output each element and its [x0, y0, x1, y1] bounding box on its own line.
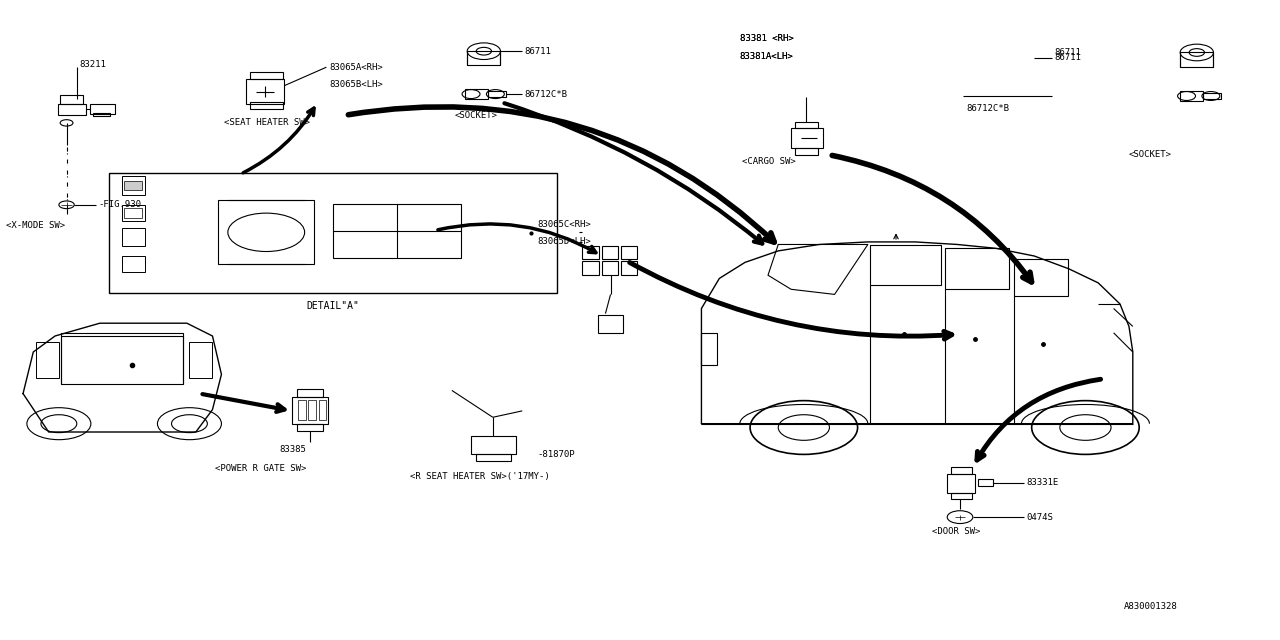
Text: <X-MODE SW>: <X-MODE SW> [6, 221, 65, 230]
Text: <R SEAT HEATER SW>('17MY-): <R SEAT HEATER SW>('17MY-) [410, 472, 549, 481]
Bar [951, 493, 972, 499]
Bar [333, 204, 461, 258]
Bar [1203, 93, 1221, 99]
Bar [292, 397, 328, 424]
FancyArrowPatch shape [832, 156, 1032, 282]
Bar [598, 315, 623, 333]
Text: 83381 <RH>: 83381 <RH> [740, 34, 794, 43]
FancyArrowPatch shape [438, 224, 595, 253]
Bar [58, 104, 86, 115]
Bar [465, 89, 488, 99]
FancyArrowPatch shape [202, 394, 284, 412]
Bar [124, 208, 142, 218]
Bar [218, 200, 314, 264]
Text: 83065B<LH>: 83065B<LH> [329, 80, 383, 89]
Bar [250, 102, 283, 109]
Text: <CARGO SW>: <CARGO SW> [742, 157, 796, 166]
Bar [467, 51, 500, 65]
Bar [90, 104, 115, 114]
Text: A830001328: A830001328 [1124, 602, 1178, 611]
Text: -FIG.930: -FIG.930 [99, 200, 142, 209]
Bar [308, 400, 316, 420]
Bar [1180, 91, 1203, 101]
Bar [795, 148, 818, 155]
Text: <SEAT HEATER SW>: <SEAT HEATER SW> [224, 118, 310, 127]
Bar [795, 122, 818, 128]
Text: 83065C<RH>: 83065C<RH> [538, 220, 591, 228]
Bar [250, 72, 283, 79]
Bar [476, 454, 511, 461]
Bar [122, 256, 145, 272]
FancyArrowPatch shape [243, 108, 314, 173]
Text: -81870P: -81870P [538, 450, 575, 459]
Bar [298, 400, 306, 420]
Bar [951, 467, 972, 474]
FancyArrowPatch shape [348, 107, 774, 242]
Bar [791, 128, 823, 148]
Bar [109, 173, 557, 293]
Bar [602, 261, 618, 275]
Text: 83385: 83385 [279, 445, 306, 454]
Text: 86711: 86711 [525, 47, 552, 56]
Text: <SOCKET>: <SOCKET> [1129, 150, 1172, 159]
Bar [488, 91, 506, 97]
Text: 0474S: 0474S [1027, 513, 1053, 522]
Text: DETAIL"A": DETAIL"A" [306, 301, 360, 311]
Bar [122, 228, 145, 246]
Bar [297, 424, 323, 431]
Bar [870, 245, 941, 285]
Bar [60, 95, 83, 104]
Text: 83065A<RH>: 83065A<RH> [329, 63, 383, 72]
Bar [1180, 52, 1213, 67]
Bar [122, 205, 145, 221]
Text: 86711: 86711 [1055, 48, 1082, 57]
Text: <POWER R GATE SW>: <POWER R GATE SW> [215, 464, 306, 473]
Text: 86712C*B: 86712C*B [966, 104, 1010, 113]
Bar [471, 436, 516, 454]
Bar [189, 342, 212, 378]
Bar [978, 479, 993, 486]
Text: 83381 <RH>: 83381 <RH> [740, 34, 794, 43]
Text: 83211: 83211 [79, 60, 106, 68]
Text: <DOOR SW>: <DOOR SW> [932, 527, 980, 536]
Bar [947, 474, 975, 493]
Bar [122, 176, 145, 195]
Text: 86712C*B: 86712C*B [525, 90, 568, 99]
Bar [36, 342, 59, 378]
Text: 83381A<LH>: 83381A<LH> [740, 52, 794, 61]
Bar [124, 181, 142, 190]
Text: 83381A<LH>: 83381A<LH> [740, 52, 794, 61]
Bar [319, 400, 326, 420]
Text: 83331E: 83331E [1027, 478, 1059, 487]
Bar [602, 246, 618, 259]
Bar [582, 246, 599, 259]
Bar [582, 261, 599, 275]
Bar [61, 333, 183, 384]
Bar [945, 248, 1009, 289]
FancyArrowPatch shape [630, 262, 952, 339]
Bar [246, 79, 284, 104]
Bar [93, 113, 110, 116]
Text: 86711: 86711 [1055, 53, 1082, 62]
FancyArrowPatch shape [504, 103, 763, 244]
Bar [701, 333, 717, 365]
Bar [621, 261, 637, 275]
Bar [621, 246, 637, 259]
Text: <SOCKET>: <SOCKET> [454, 111, 498, 120]
Bar [1014, 259, 1068, 296]
Text: 83065D<LH>: 83065D<LH> [538, 237, 591, 246]
FancyArrowPatch shape [977, 380, 1101, 460]
Bar [297, 389, 323, 397]
